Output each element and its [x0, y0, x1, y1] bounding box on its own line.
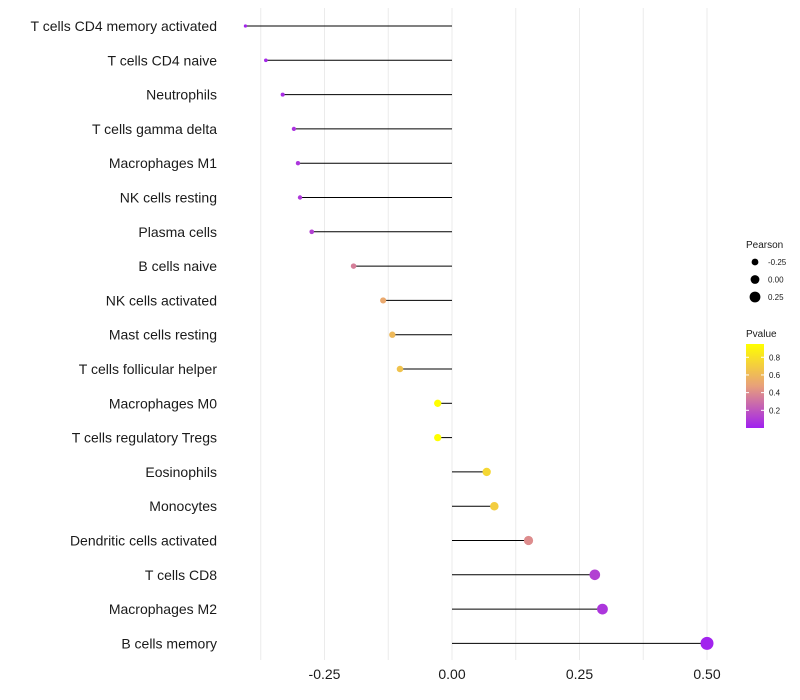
- x-tick-label: 0.25: [566, 666, 593, 682]
- category-label: Dendritic cells activated: [70, 533, 217, 549]
- size-legend-label: 0.25: [768, 293, 784, 302]
- category-label: T cells CD8: [145, 567, 217, 583]
- size-legend-label: 0.00: [768, 276, 784, 285]
- size-legend-key: [749, 291, 761, 303]
- color-legend-title: Pvalue: [746, 329, 777, 340]
- data-point: [482, 467, 491, 477]
- x-tick-label: 0.50: [693, 666, 720, 682]
- color-legend-label: 0.6: [769, 371, 781, 380]
- data-point: [264, 58, 268, 63]
- dot-layer: [243, 24, 714, 650]
- category-label: NK cells activated: [106, 292, 217, 308]
- color-legend-label: 0.4: [769, 389, 781, 398]
- x-tick-labels: -0.25 0.00 0.25 0.50: [309, 666, 721, 682]
- data-point: [295, 161, 301, 166]
- data-point: [434, 399, 442, 407]
- category-label: NK cells resting: [120, 190, 217, 206]
- category-labels: T cells CD4 memory activated T cells CD4 …: [31, 18, 218, 651]
- data-point: [309, 229, 315, 235]
- grid-layer: [260, 8, 708, 660]
- category-label: Monocytes: [149, 498, 217, 514]
- category-label: T cells CD4 memory activated: [31, 18, 217, 34]
- data-point: [291, 126, 297, 132]
- pvalue-colorbar: [746, 344, 764, 428]
- data-point: [490, 501, 499, 511]
- x-tick-label: 0.00: [438, 666, 465, 682]
- data-point: [597, 603, 608, 615]
- data-point: [243, 24, 248, 28]
- x-tick-label: -0.25: [309, 666, 341, 682]
- data-point: [396, 365, 404, 373]
- size-legend-key: [750, 275, 760, 284]
- category-label: T cells CD4 naive: [108, 52, 218, 68]
- color-legend-label: 0.8: [769, 353, 781, 362]
- size-legend-title: Pearson: [746, 240, 783, 251]
- category-label: T cells regulatory Tregs: [72, 430, 217, 446]
- data-point: [589, 569, 601, 581]
- data-point: [523, 535, 534, 546]
- category-label: Macrophages M1: [109, 155, 217, 171]
- data-point: [350, 263, 357, 269]
- data-point: [434, 433, 442, 442]
- data-point: [389, 331, 396, 338]
- category-label: B cells memory: [121, 635, 217, 651]
- category-label: Eosinophils: [145, 464, 217, 480]
- stem-layer: [245, 25, 707, 644]
- category-label: Plasma cells: [138, 224, 217, 240]
- category-label: T cells follicular helper: [79, 361, 218, 377]
- category-label: Neutrophils: [146, 87, 217, 103]
- data-point: [380, 297, 387, 304]
- size-legend-label: -0.25: [768, 258, 787, 267]
- category-label: Mast cells resting: [109, 327, 217, 343]
- category-label: B cells naive: [138, 258, 217, 274]
- data-point: [700, 636, 714, 650]
- category-label: Macrophages M2: [109, 601, 217, 617]
- category-label: T cells gamma delta: [92, 121, 217, 137]
- size-legend-key: [751, 258, 759, 266]
- data-point: [297, 195, 303, 200]
- category-label: Macrophages M0: [109, 395, 217, 411]
- data-point: [280, 92, 285, 97]
- legend: Pearson Pvalue -0.25 0.00 0.25 0.8 0.6 0.4 0.2: [746, 240, 787, 428]
- color-legend-label: 0.2: [769, 406, 781, 415]
